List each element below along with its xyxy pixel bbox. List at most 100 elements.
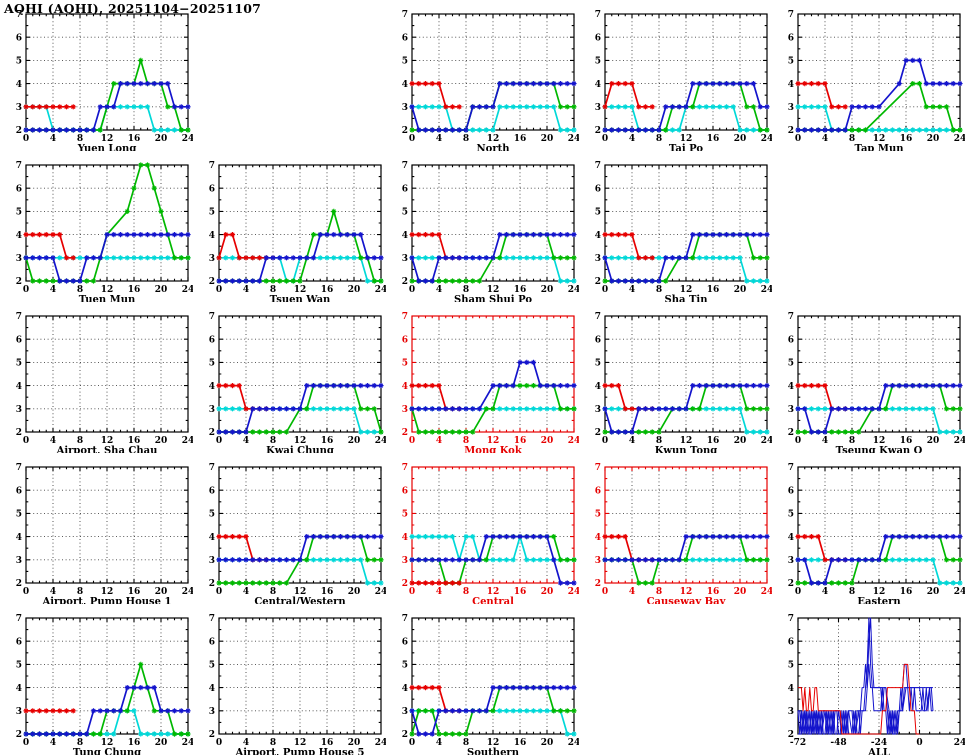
x-tick-label: 16	[514, 587, 527, 597]
series-line-red	[798, 535, 846, 561]
y-tick-label: 2	[16, 428, 22, 438]
x-tick-label: -24	[871, 738, 887, 748]
chart-tseung-kwan-o: 2 3 4 5 6 7 0 4 8 12 16 20 24 Tseung Kwan O	[772, 302, 965, 456]
y-tick-label: 7	[788, 463, 794, 473]
x-tick-label: 16	[128, 436, 141, 446]
x-tick-label: 12	[487, 134, 500, 144]
series-markers-red	[602, 232, 655, 261]
x-tick-label: 24	[375, 738, 386, 748]
y-tick-label: 2	[209, 428, 215, 438]
y-tick-label: 3	[16, 254, 22, 264]
series-line-red	[219, 535, 267, 561]
series-markers-red	[409, 580, 462, 586]
x-tick-label: 4	[243, 436, 249, 446]
x-tick-label: 8	[656, 134, 662, 144]
x-tick-label: 20	[348, 436, 361, 446]
y-tick-label: 2	[402, 428, 408, 438]
y-tick-label: 2	[402, 579, 408, 589]
series-markers-blue	[795, 534, 963, 586]
x-tick-label: 0	[23, 587, 29, 597]
x-tick-label: 0	[409, 285, 415, 295]
series-line-red	[412, 82, 460, 108]
series-markers-green	[216, 208, 384, 284]
chart-canvas-airport-sha-chau: 2 3 4 5 6 7 0 4 8 12 16 20 24 Airport, Sha Chau	[16, 312, 195, 456]
series-line-blue	[219, 535, 381, 561]
x-tick-label: 0	[216, 738, 222, 748]
y-tick-label: 2	[209, 579, 215, 589]
x-tick-label: 4	[243, 285, 249, 295]
x-tick-label: 8	[463, 285, 469, 295]
x-tick-label: 16	[128, 738, 141, 748]
y-tick-label: 3	[402, 556, 408, 566]
chart-airport-sha-chau: 2 3 4 5 6 7 0 4 8 12 16 20 24 Airport, Sha Chau	[0, 302, 195, 456]
chart-airport-pump-house-5: 2 3 4 5 6 7 0 4 8 12 16 20 24 Airport, Pump House 5	[193, 604, 388, 755]
series-markers-red	[23, 708, 76, 714]
x-tick-label: 4	[50, 134, 56, 144]
chart-causeway-bay: 2 3 4 5 6 7 0 4 8 12 16 20 24 Causeway Bay	[579, 453, 774, 607]
chart-canvas-tsuen-wan: 2 3 4 5 6 7 0 4 8 12 16 20 24 Tsuen Wan	[209, 161, 388, 305]
series-line-red	[26, 233, 74, 259]
x-tick-label: 16	[514, 738, 527, 748]
y-tick-label: 6	[595, 486, 601, 496]
y-tick-label: 5	[16, 661, 22, 671]
x-tick-label: 4	[629, 285, 635, 295]
x-tick-label: 0	[916, 738, 922, 748]
x-tick-label: 16	[900, 436, 913, 446]
x-tick-label: 0	[795, 134, 801, 144]
series-line-red	[604, 82, 653, 108]
y-tick-label: 5	[788, 57, 794, 67]
tick-marks	[25, 466, 189, 584]
y-tick-label: 7	[16, 614, 22, 624]
y-tick-label: 4	[16, 684, 22, 694]
series-markers-blue	[409, 81, 577, 133]
x-tick-label: 0	[409, 134, 415, 144]
x-tick-label: 4	[822, 587, 828, 597]
x-tick-label: 12	[294, 436, 307, 446]
y-tick-label: 5	[595, 57, 601, 67]
tick-marks	[218, 617, 382, 735]
chart-sham-shui-po: 2 3 4 5 6 7 0 4 8 12 16 20 24 Sham Shui Po	[386, 151, 581, 305]
y-tick-label: 4	[595, 382, 601, 392]
y-tick-label: 5	[402, 57, 408, 67]
chart-canvas-central-western: 2 3 4 5 6 7 0 4 8 12 16 20 24 Central/Western	[209, 463, 388, 607]
y-tick-label: 6	[788, 486, 794, 496]
x-tick-label: 8	[849, 134, 855, 144]
x-tick-label: 16	[128, 134, 141, 144]
y-tick-label: 6	[402, 637, 408, 647]
x-tick-label: 8	[463, 134, 469, 144]
y-tick-label: 2	[209, 730, 215, 740]
y-tick-label: 5	[402, 208, 408, 218]
x-tick-label: 16	[707, 134, 720, 144]
x-tick-label: 8	[77, 285, 83, 295]
chart-yuen-long: 2 3 4 5 6 7 0 4 8 12 16 20 24 Yuen Long	[0, 0, 195, 154]
chart-title: Mong Kok	[464, 446, 523, 454]
chart-title: Tap Mun	[854, 144, 904, 152]
x-tick-label: 12	[873, 134, 886, 144]
y-tick-label: 2	[402, 126, 408, 136]
x-tick-label: 20	[541, 738, 554, 748]
y-tick-label: 3	[16, 707, 22, 717]
y-tick-label: 2	[16, 730, 22, 740]
y-tick-label: 2	[788, 730, 794, 740]
x-tick-label: 0	[409, 587, 415, 597]
x-tick-label: 0	[409, 738, 415, 748]
chart-canvas-all: 2 3 4 5 6 7 -72 -48 -24 0 24 ALL	[788, 614, 965, 755]
y-tick-label: 4	[209, 533, 215, 543]
y-tick-label: 2	[402, 730, 408, 740]
chart-eastern: 2 3 4 5 6 7 0 4 8 12 16 20 24 Eastern	[772, 453, 965, 607]
y-tick-label: 7	[209, 161, 215, 171]
x-tick-label: 20	[734, 436, 747, 446]
chart-canvas-causeway-bay: 2 3 4 5 6 7 0 4 8 12 16 20 24 Causeway Bay	[595, 463, 774, 607]
y-tick-label: 3	[16, 405, 22, 415]
series-markers-blue	[216, 232, 384, 284]
y-tick-label: 6	[16, 637, 22, 647]
x-tick-label: 24	[761, 134, 772, 144]
y-tick-label: 5	[788, 661, 794, 671]
chart-canvas-sham-shui-po: 2 3 4 5 6 7 0 4 8 12 16 20 24 Sham Shui Po	[402, 161, 581, 305]
gridlines	[219, 467, 381, 583]
x-tick-label: -48	[830, 738, 846, 748]
y-tick-label: 3	[788, 556, 794, 566]
x-tick-label: 8	[77, 134, 83, 144]
series-line-red	[412, 233, 460, 259]
x-tick-label: 4	[629, 587, 635, 597]
